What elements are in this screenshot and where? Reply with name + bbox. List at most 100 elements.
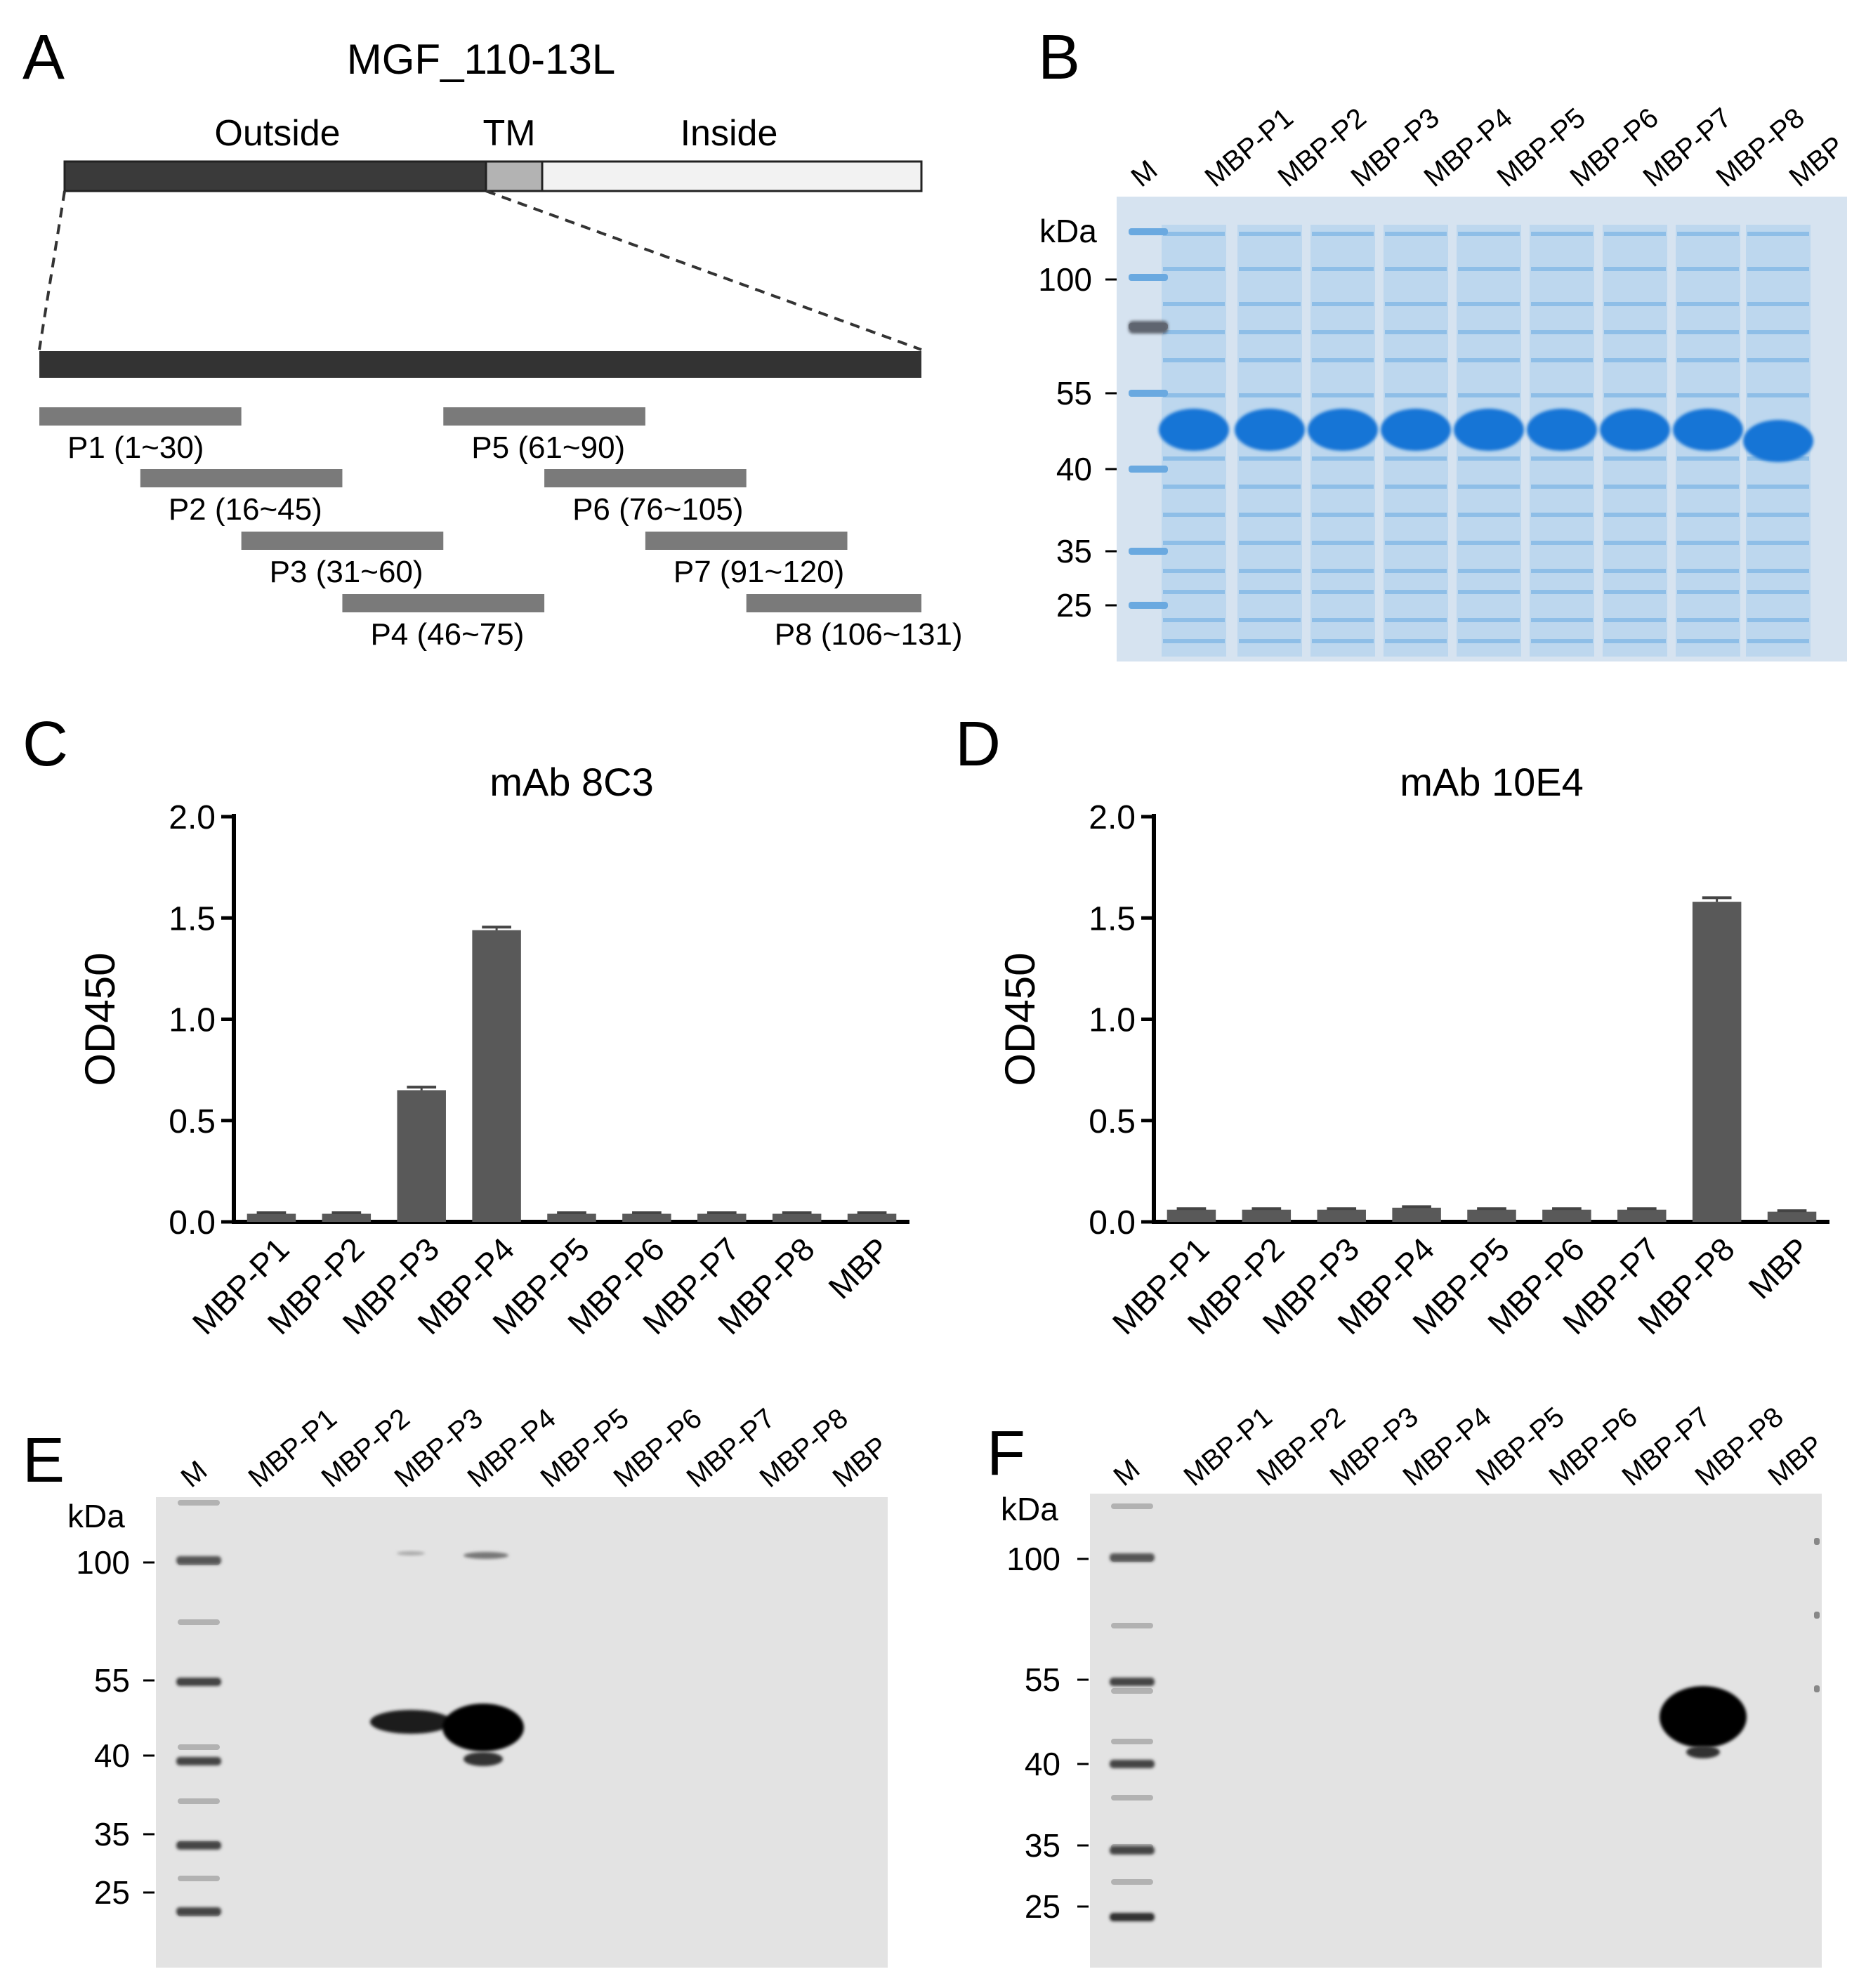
panel-e-kda-label: kDa: [67, 1498, 125, 1534]
gel-minor-band: [1677, 302, 1739, 306]
marker-size-label: 40: [1025, 1746, 1060, 1782]
gel-minor-band: [1312, 513, 1374, 517]
marker-size-label: 100: [1038, 261, 1092, 298]
gel-minor-band: [1531, 618, 1593, 622]
blot-band-mbp-p4-100kda: [464, 1552, 508, 1559]
gel-minor-band: [1458, 485, 1520, 489]
gel-minor-band: [1312, 590, 1374, 594]
gel-minor-band: [1531, 569, 1593, 573]
gel-minor-band: [1239, 513, 1301, 517]
gel-minor-band: [1163, 358, 1225, 362]
gel-minor-band: [1458, 267, 1520, 271]
gel-minor-band: [1604, 358, 1666, 362]
blot-band-mbp-p3: [370, 1710, 452, 1734]
gel-minor-band: [1385, 618, 1447, 622]
gel-minor-band: [1239, 232, 1301, 236]
gel-minor-band: [1531, 358, 1593, 362]
gel-minor-band: [1312, 456, 1374, 461]
gel-minor-band: [1604, 232, 1666, 236]
gel-minor-band: [1312, 267, 1374, 271]
gel-minor-band: [1385, 569, 1447, 573]
panel-b-label: B: [1038, 22, 1080, 93]
marker-size-label: 55: [1025, 1661, 1060, 1698]
gel-minor-band: [1312, 330, 1374, 334]
gel-minor-band: [1458, 302, 1520, 306]
gel-minor-band: [1531, 330, 1593, 334]
gel-major-band: [1743, 420, 1813, 462]
marker-band: [1111, 1879, 1153, 1885]
gel-major-band: [1381, 409, 1451, 451]
marker-band-strong: [1110, 1760, 1155, 1768]
bar-mbp-p4: [472, 930, 521, 1222]
gel-minor-band: [1163, 590, 1225, 594]
gel-minor-band: [1385, 358, 1447, 362]
gel-minor-band: [1385, 590, 1447, 594]
gel-minor-band: [1531, 590, 1593, 594]
gel-major-band: [1308, 409, 1378, 451]
y-tick-label: 0.5: [1089, 1103, 1136, 1140]
peptide-bar-p8: [746, 594, 921, 612]
gel-minor-band: [1312, 393, 1374, 397]
marker-band: [178, 1798, 220, 1804]
gel-minor-band: [1531, 232, 1593, 236]
gel-minor-band: [1385, 232, 1447, 236]
marker-size-label: 35: [94, 1816, 130, 1852]
outside-domain-bar: [63, 160, 487, 192]
y-tick-label: 0.0: [1089, 1204, 1136, 1242]
gel-minor-band: [1677, 639, 1739, 643]
gel-minor-band: [1747, 232, 1809, 236]
gel-minor-band: [1312, 232, 1374, 236]
gel-minor-band: [1312, 302, 1374, 306]
gel-minor-band: [1239, 330, 1301, 334]
peptide-bar-p7: [645, 532, 848, 550]
marker-band-strong: [1110, 1678, 1155, 1686]
gel-minor-band: [1604, 330, 1666, 334]
gel-minor-band: [1239, 456, 1301, 461]
marker-size-label: 25: [1056, 587, 1092, 624]
gel-minor-band: [1239, 639, 1301, 643]
gel-minor-band: [1312, 541, 1374, 545]
gel-minor-band: [1458, 456, 1520, 461]
bar-mbp-p1: [247, 1213, 296, 1222]
chart-title: mAb 8C3: [490, 760, 653, 804]
blot-band-mbp-p4-lower: [464, 1752, 503, 1766]
panel-a-label: A: [22, 22, 65, 93]
gel-minor-band: [1677, 590, 1739, 594]
gel-minor-band: [1385, 330, 1447, 334]
marker-band: [1111, 1688, 1153, 1694]
blot-edge-mark: [1814, 1538, 1820, 1545]
gel-minor-band: [1458, 330, 1520, 334]
marker-size-label: 35: [1025, 1827, 1060, 1864]
gel-minor-band: [1458, 639, 1520, 643]
marker-band: [1111, 1503, 1153, 1509]
gel-minor-band: [1312, 485, 1374, 489]
marker-band-strong: [176, 1841, 221, 1850]
gel-minor-band: [1458, 541, 1520, 545]
gel-minor-band: [1163, 330, 1225, 334]
zoom-line-right: [485, 190, 922, 351]
bar-mbp-p2: [322, 1213, 372, 1222]
western-blot-10e4-bands: [1110, 1503, 1820, 1921]
peptide-label-p4: P4 (46~75): [370, 617, 524, 652]
gel-minor-band: [1312, 618, 1374, 622]
gel-minor-band: [1163, 639, 1225, 643]
bar-mbp-p2: [1242, 1209, 1292, 1222]
western-blot-8c3-bands: [176, 1500, 524, 1916]
marker-lane-label: M: [1108, 1454, 1146, 1492]
marker-band-strong: [176, 1907, 221, 1916]
bar-mbp-p7: [697, 1213, 747, 1222]
peptide-bar-p4: [342, 594, 545, 612]
marker-band-strong: [176, 1556, 221, 1565]
panel-c-label: C: [22, 709, 68, 779]
gel-minor-band: [1385, 513, 1447, 517]
gel-minor-band: [1458, 393, 1520, 397]
gel-minor-band: [1531, 302, 1593, 306]
y-tick-label: 1.0: [169, 1002, 216, 1039]
gel-minor-band: [1747, 513, 1809, 517]
gel-minor-band: [1604, 456, 1666, 461]
x-tick-label: MBP: [821, 1230, 896, 1305]
marker-lane-label: M: [176, 1455, 213, 1494]
peptide-label-p8: P8 (106~131): [775, 617, 963, 652]
gel-minor-band: [1604, 513, 1666, 517]
gel-minor-band: [1677, 358, 1739, 362]
